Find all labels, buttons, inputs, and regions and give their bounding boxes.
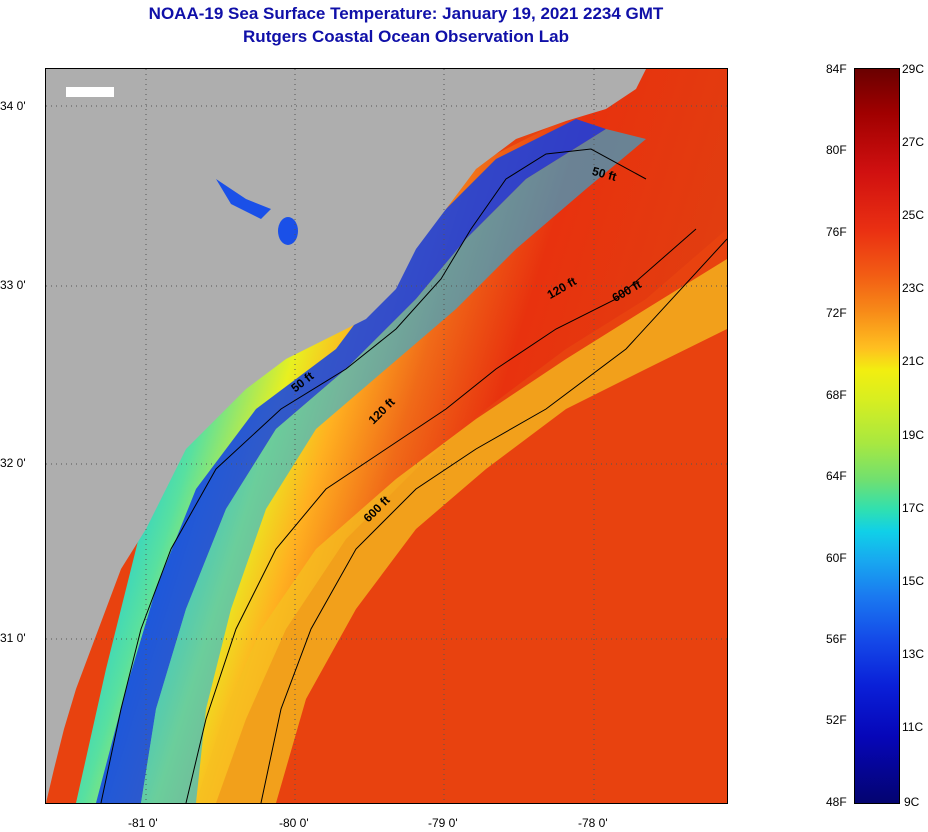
contour-50ft <box>100 148 647 803</box>
lon-label-81: -81 0' <box>128 816 158 830</box>
sst-map: 50 ft 50 ft 120 ft 120 ft 600 ft 600 ft <box>45 68 728 804</box>
white-patch <box>66 87 114 97</box>
temperature-colorbar <box>854 68 900 804</box>
contour-lines <box>100 148 727 803</box>
cb-f-60: 60F <box>826 551 847 565</box>
cb-c-29: 29C <box>902 62 925 76</box>
lake <box>278 217 298 245</box>
cb-f-52: 52F <box>826 713 847 727</box>
river-marsh <box>216 179 271 219</box>
map-subtitle: Rutgers Coastal Ocean Observation Lab <box>243 27 569 46</box>
cb-c-15: 15C <box>902 574 925 588</box>
grid-lines <box>46 69 727 803</box>
cb-c-23: 23C <box>902 281 925 295</box>
cb-c-17: 17C <box>902 501 925 515</box>
cb-c-25: 25C <box>902 208 925 222</box>
cyan-shelf-water <box>141 129 646 803</box>
cb-f-56: 56F <box>826 632 847 646</box>
cb-f-72: 72F <box>826 306 847 320</box>
lon-label-78: -78 0' <box>578 816 608 830</box>
cb-c-21: 21C <box>902 354 925 368</box>
lat-label-33: 33 0' <box>0 278 26 292</box>
cb-c-19: 19C <box>902 428 925 442</box>
cb-f-68: 68F <box>826 388 847 402</box>
cb-c-9: 9C <box>904 795 920 809</box>
cold-coastal-water <box>96 119 606 803</box>
lat-label-32: 32 0' <box>0 456 26 470</box>
shelf-water <box>76 69 727 803</box>
land <box>46 69 646 803</box>
cb-f-76: 76F <box>826 225 847 239</box>
cb-f-64: 64F <box>826 469 847 483</box>
cb-c-11: 11C <box>902 720 924 734</box>
lon-label-80: -80 0' <box>279 816 309 830</box>
lat-label-31: 31 0' <box>0 631 26 645</box>
cb-c-13: 13C <box>902 647 925 661</box>
lon-label-79: -79 0' <box>428 816 458 830</box>
cb-f-84: 84F <box>826 62 847 76</box>
cb-c-27: 27C <box>902 135 925 149</box>
contour-120ft <box>185 228 697 803</box>
cb-f-48: 48F <box>826 795 847 809</box>
cb-f-80: 80F <box>826 143 847 157</box>
lat-label-34: 34 0' <box>0 99 26 113</box>
contour-600ft <box>260 238 727 803</box>
mid-shelf-water <box>196 259 727 803</box>
map-title: NOAA-19 Sea Surface Temperature: January… <box>148 4 664 23</box>
